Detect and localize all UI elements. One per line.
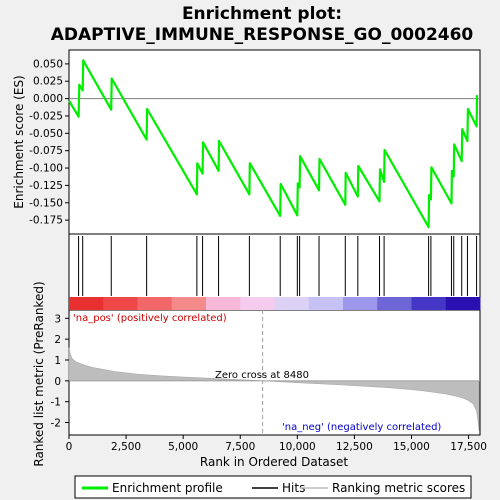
legend-hits-label: Hits [282,481,305,495]
heatmap-segment-2 [137,297,173,310]
negative-label: 'na_neg' (negatively correlated) [282,422,441,433]
heatmap-segment-6 [274,297,310,310]
axes-layer: 0.050 0.025 0.000 -0.025 -0.050 -0.075 -0.100 -… [29,58,487,453]
zero-cross-label: Zero cross at 8480 [215,370,309,381]
x-tick-label-2: 5,000 [168,441,198,453]
heatmap-segment-9 [377,297,412,310]
y-tick-label-top-3: -0.025 [29,110,63,122]
legend-es-label: Enrichment profile [112,481,223,495]
heatmap-segment-3 [171,297,207,310]
heatmap-segment-0 [69,297,104,310]
y-tick-label-top-0: 0.050 [33,58,63,70]
heatmap-segment-11 [445,297,481,310]
x-tick-label-4: 10,000 [279,441,316,453]
y-tick-label-bottom-2: 1 [54,355,61,367]
metric-layer [68,310,480,435]
y-axis-label-bottom: Ranked list metric (PreRanked) [32,281,46,466]
heatmap-segment-10 [411,297,447,310]
heatmap-segment-5 [240,297,275,310]
y-tick-label-top-6: -0.100 [29,163,63,175]
heatmap-segment-8 [343,297,378,310]
ranking-metric-area [68,347,480,431]
legend-metric-label: Ranking metric scores [332,481,465,495]
chart-title: Enrichment plot: [182,4,342,24]
es-panel [68,49,481,235]
x-tick-label-0: 0 [66,441,73,453]
x-tick-label-5: 12,500 [336,441,373,453]
legend: Enrichment profile Hits Ranking metric s… [74,475,472,499]
y-tick-label-top-7: -0.125 [29,180,63,192]
es-layer [68,59,480,229]
y-tick-label-top-5: -0.075 [29,145,63,157]
y-axis-label-top: Enrichment score (ES) [12,75,26,208]
x-tick-label-3: 7,500 [225,441,255,453]
y-tick-label-top-1: 0.025 [33,76,63,88]
y-tick-label-top-9: -0.175 [29,215,63,227]
x-axis-label: Rank in Ordered Dataset [200,455,348,469]
x-tick-label-7: 17,500 [450,441,487,453]
y-tick-label-bottom-0: 3 [54,313,61,325]
hits-layer [78,236,478,296]
y-tick-label-top-2: 0.000 [33,93,63,105]
y-tick-label-bottom-1: 2 [54,334,61,346]
positive-label: 'na_pos' (positively correlated) [73,313,227,324]
y-tick-label-top-8: -0.150 [29,197,63,209]
y-tick-label-bottom-3: 0 [54,376,61,388]
enrichment-profile-line [68,59,479,229]
x-tick-label-1: 2,500 [111,441,141,453]
legend-box [74,475,472,499]
heatmap-segment-7 [308,297,344,310]
chart-subtitle: ADAPTIVE_IMMUNE_RESPONSE_GO_0002460 [51,25,474,45]
heatmap-bar [69,297,481,310]
heatmap-segment-4 [206,297,241,310]
x-tick-label-6: 15,000 [393,441,430,453]
y-tick-label-top-4: -0.050 [29,128,63,140]
y-tick-label-bottom-4: -1 [51,397,61,409]
heatmap-segment-1 [103,297,138,310]
y-tick-label-bottom-5: -2 [51,418,61,430]
